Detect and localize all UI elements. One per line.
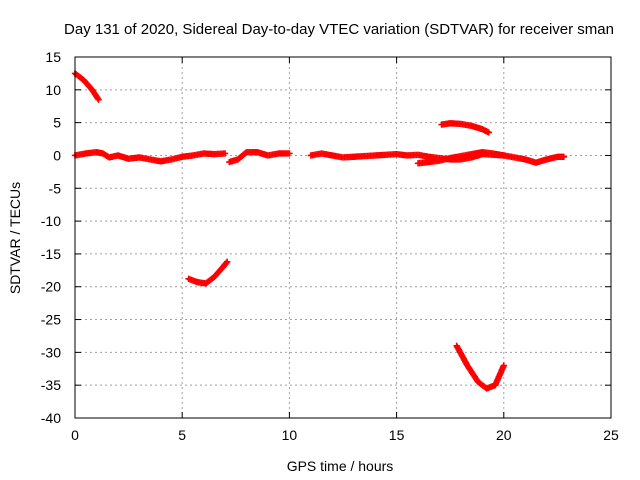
plot-frame	[74, 56, 612, 419]
y-tick-label: -30	[41, 344, 61, 360]
data-point	[221, 150, 229, 157]
y-tick-label: -25	[41, 312, 61, 328]
data-point	[286, 150, 293, 157]
y-tick-label: -40	[41, 410, 61, 426]
y-tick-label: -15	[41, 246, 61, 262]
y-tick-label: -10	[41, 213, 61, 229]
series-arc-1	[71, 70, 102, 103]
axis-ticks: 0 5 10 15 20 25 15 10 5 0 -5 -10 -15 -20 -25 -30 -35 -40	[41, 49, 619, 443]
y-tick-label: 10	[45, 82, 61, 98]
x-axis-label: GPS time / hours	[287, 458, 394, 474]
y-tick-label: -35	[41, 377, 61, 393]
y-tick-label: -5	[49, 180, 62, 196]
x-tick-label: 5	[178, 427, 186, 443]
series-arc-5	[414, 148, 568, 167]
chart-title: Day 131 of 2020, Sidereal Day-to-day VTE…	[64, 21, 614, 38]
data-point	[485, 129, 492, 136]
data-point	[560, 153, 568, 160]
y-tick-label: -20	[41, 279, 61, 295]
x-tick-label: 15	[389, 427, 405, 443]
data-point	[94, 95, 101, 102]
y-tick-label: 5	[53, 115, 61, 131]
y-tick-label: 15	[45, 49, 61, 65]
y-axis-label: SDTVAR / TECUs	[7, 182, 23, 294]
series-arc-6	[438, 120, 492, 136]
y-tick-label: 0	[53, 147, 61, 163]
data-point	[500, 362, 507, 369]
data-point	[223, 259, 230, 267]
series-arc-7	[185, 258, 231, 287]
x-tick-label: 10	[282, 427, 298, 443]
x-tick-label: 0	[71, 427, 79, 443]
data-series	[71, 70, 568, 392]
x-tick-label: 20	[496, 427, 512, 443]
data-point	[95, 96, 102, 103]
series-arc-3	[226, 148, 293, 166]
data-point	[224, 258, 231, 265]
x-tick-label: 25	[603, 427, 619, 443]
series-arc-8	[453, 342, 507, 392]
gridlines	[75, 57, 611, 418]
